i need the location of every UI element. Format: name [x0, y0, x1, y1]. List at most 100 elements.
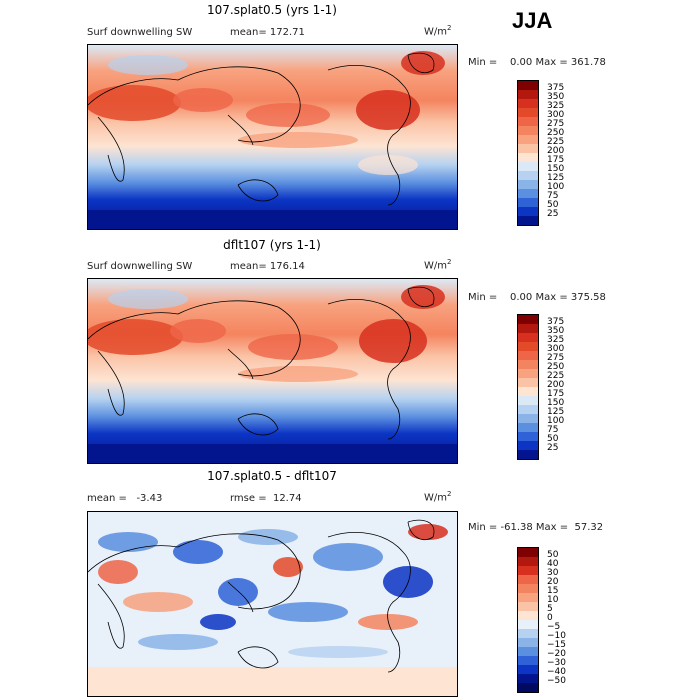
colorbar-tick-label: 15 [547, 586, 559, 596]
colorbar-tick-label: −10 [547, 631, 566, 641]
colorbar-tick-label: 350 [547, 326, 565, 336]
colorbar-tick-label: 40 [547, 559, 559, 569]
colorbar-swatch [518, 162, 538, 171]
colorbar-swatch [518, 198, 538, 207]
colorbar-swatch [518, 450, 538, 459]
colorbar-swatch [518, 647, 538, 656]
panel-3-map [87, 511, 458, 697]
colorbar-tick-label: 300 [547, 110, 565, 120]
colorbar-swatch [518, 656, 538, 665]
colorbar-tick-label: 30 [547, 568, 559, 578]
colorbar-swatch [518, 378, 538, 387]
colorbar-swatch [518, 144, 538, 153]
colorbar-swatch [518, 548, 538, 557]
panel-3-title: 107.splat0.5 - dflt107 [207, 469, 337, 483]
colorbar-tick-label: 150 [547, 164, 565, 174]
colorbar-swatch [518, 593, 538, 602]
colorbar-tick-label: 0 [547, 613, 553, 623]
colorbar-tick-label: 175 [547, 389, 565, 399]
colorbar-swatch [518, 315, 538, 324]
colorbar-swatch [518, 207, 538, 216]
colorbar-swatch [518, 557, 538, 566]
panel-3-colorbar-labels: 50 40 30 20 15 10 5 0 −5 −10 −15 −20 −30 −40 −50 [547, 547, 587, 693]
colorbar-tick-label: 100 [547, 416, 565, 426]
colorbar-swatch [518, 324, 538, 333]
colorbar-swatch [518, 414, 538, 423]
panel-2-units: W/m2 [424, 258, 452, 272]
colorbar-swatch [518, 126, 538, 135]
season-label: JJA [512, 8, 553, 33]
panel-3-minmax: Min = -61.38 Max = 57.32 [468, 522, 604, 533]
colorbar-swatch [518, 216, 538, 225]
colorbar-tick-label: 100 [547, 182, 565, 192]
colorbar-tick-label: 25 [547, 209, 559, 219]
colorbar-swatch [518, 387, 538, 396]
colorbar-swatch [518, 108, 538, 117]
panel-1-minmax: Min = 0.00 Max = 361.78 [468, 57, 606, 68]
colorbar-swatch [518, 90, 538, 99]
panel-2-colorbar-labels: 375 350 325 300 275 250 225 200 175 150 125 100 75 50… [547, 314, 587, 460]
colorbar-swatch [518, 171, 538, 180]
colorbar-tick-label: 375 [547, 83, 565, 93]
colorbar-swatch [518, 99, 538, 108]
colorbar-swatch [518, 432, 538, 441]
colorbar-swatch [518, 566, 538, 575]
colorbar-swatch [518, 135, 538, 144]
colorbar-tick-label: 200 [547, 146, 565, 156]
colorbar-swatch [518, 602, 538, 611]
colorbar-swatch [518, 333, 538, 342]
colorbar-swatch [518, 584, 538, 593]
colorbar-tick-label: −30 [547, 658, 566, 668]
panel-3-mean: mean = -3.43 [87, 493, 163, 504]
colorbar-tick-label: 225 [547, 137, 565, 147]
colorbar-swatch [518, 423, 538, 432]
colorbar-tick-label: 300 [547, 344, 565, 354]
colorbar-swatch [518, 405, 538, 414]
panel-2-map [87, 278, 458, 464]
colorbar-tick-label: 125 [547, 407, 565, 417]
panel-1-field-label: Surf downwelling SW [87, 27, 193, 38]
panel-2-colorbar [517, 314, 539, 460]
colorbar-swatch [518, 674, 538, 683]
colorbar-tick-label: −20 [547, 649, 566, 659]
colorbar-swatch [518, 342, 538, 351]
panel-1-title: 107.splat0.5 (yrs 1-1) [207, 3, 337, 17]
panel-3-colorbar [517, 547, 539, 693]
colorbar-swatch [518, 575, 538, 584]
colorbar-swatch [518, 683, 538, 692]
panel-1-units: W/m2 [424, 24, 452, 38]
colorbar-tick-label: 175 [547, 155, 565, 165]
panel-2-mean: mean= 176.14 [230, 261, 305, 272]
colorbar-swatch [518, 396, 538, 405]
colorbar-tick-label: 25 [547, 443, 559, 453]
colorbar-tick-label: 75 [547, 191, 559, 201]
colorbar-tick-label: 5 [547, 604, 553, 614]
panel-2-title: dflt107 (yrs 1-1) [223, 238, 321, 252]
panel-3-rmse: rmse = 12.74 [230, 493, 302, 504]
colorbar-tick-label: 150 [547, 398, 565, 408]
colorbar-swatch [518, 638, 538, 647]
colorbar-tick-label: 250 [547, 128, 565, 138]
colorbar-tick-label: 50 [547, 550, 559, 560]
colorbar-tick-label: 125 [547, 173, 565, 183]
colorbar-tick-label: −50 [547, 676, 566, 686]
colorbar-swatch [518, 81, 538, 90]
colorbar-tick-label: 200 [547, 380, 565, 390]
panel-3-units: W/m2 [424, 490, 452, 504]
colorbar-swatch [518, 117, 538, 126]
panel-2-minmax: Min = 0.00 Max = 375.58 [468, 292, 606, 303]
colorbar-tick-label: 10 [547, 595, 559, 605]
colorbar-swatch [518, 189, 538, 198]
colorbar-swatch [518, 665, 538, 674]
colorbar-swatch [518, 629, 538, 638]
panel-1-colorbar [517, 80, 539, 226]
colorbar-tick-label: 250 [547, 362, 565, 372]
colorbar-tick-label: 50 [547, 434, 559, 444]
colorbar-tick-label: −5 [547, 622, 561, 632]
colorbar-swatch [518, 360, 538, 369]
panel-1-map [87, 44, 458, 230]
panel-2-field-label: Surf downwelling SW [87, 261, 193, 272]
colorbar-swatch [518, 153, 538, 162]
colorbar-tick-label: 20 [547, 577, 559, 587]
colorbar-swatch [518, 611, 538, 620]
